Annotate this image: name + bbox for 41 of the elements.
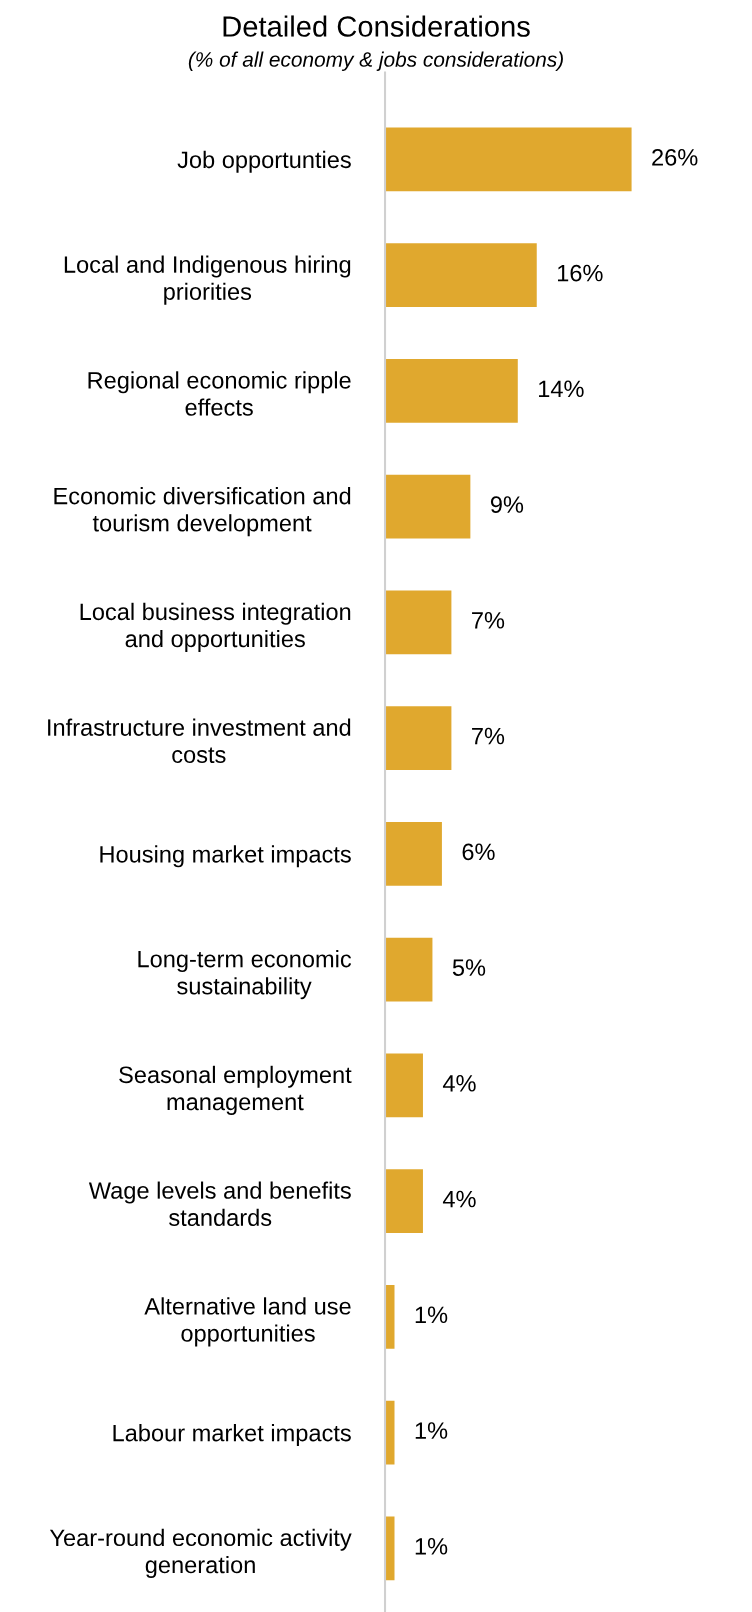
y-tick-label: Local business integration and opportunities xyxy=(80,602,351,652)
data-label: 7% xyxy=(472,612,505,629)
bar xyxy=(385,822,442,886)
data-label: 14% xyxy=(539,380,584,398)
y-tick-label: Alternative land use opportunities xyxy=(144,1297,351,1347)
bar xyxy=(385,1053,423,1118)
y-tick-label: Seasonal employment management xyxy=(119,1065,352,1115)
y-tick-label: Year-round economic activity generation xyxy=(49,1528,352,1578)
data-label: 26% xyxy=(652,148,698,166)
chart-subtitle: (% of all economy & jobs considerations) xyxy=(188,51,563,71)
bar xyxy=(385,1400,395,1465)
data-label: 4% xyxy=(442,1190,476,1208)
chart-title: Detailed Considerations xyxy=(223,15,530,37)
bar xyxy=(385,359,518,423)
bar xyxy=(385,590,452,655)
data-label: 1% xyxy=(415,1306,448,1324)
data-label: 1% xyxy=(415,1422,448,1439)
bar xyxy=(385,937,433,1002)
data-label: 6% xyxy=(462,843,495,861)
data-label: 9% xyxy=(490,496,524,513)
bar xyxy=(385,1516,395,1581)
y-tick-label: Job opportunties xyxy=(177,150,351,173)
y-tick-label: Housing market impacts xyxy=(100,845,351,868)
y-tick-label: Economic diversification and tourism development xyxy=(54,487,351,537)
data-label: 1% xyxy=(415,1538,448,1555)
bar xyxy=(385,474,471,539)
y-tick-label: Regional economic ripple effects xyxy=(88,371,351,416)
bar xyxy=(385,127,632,192)
bar xyxy=(385,243,537,307)
y-tick-label: Wage levels and benefits standards xyxy=(88,1181,351,1227)
y-tick-label: Labour market impacts xyxy=(113,1424,351,1447)
y-tick-label: Local and Indigenous hiring priorities xyxy=(64,255,351,305)
data-label: 16% xyxy=(558,264,603,282)
bar xyxy=(385,1285,395,1349)
y-tick-label: Long-term economic sustainability xyxy=(138,950,352,1000)
data-label: 7% xyxy=(472,727,505,745)
data-label: 4% xyxy=(442,1075,476,1092)
bar xyxy=(385,706,452,770)
y-tick-label: Infrastructure investment and costs xyxy=(48,718,351,764)
data-label: 5% xyxy=(452,959,486,976)
bar xyxy=(385,1169,423,1233)
